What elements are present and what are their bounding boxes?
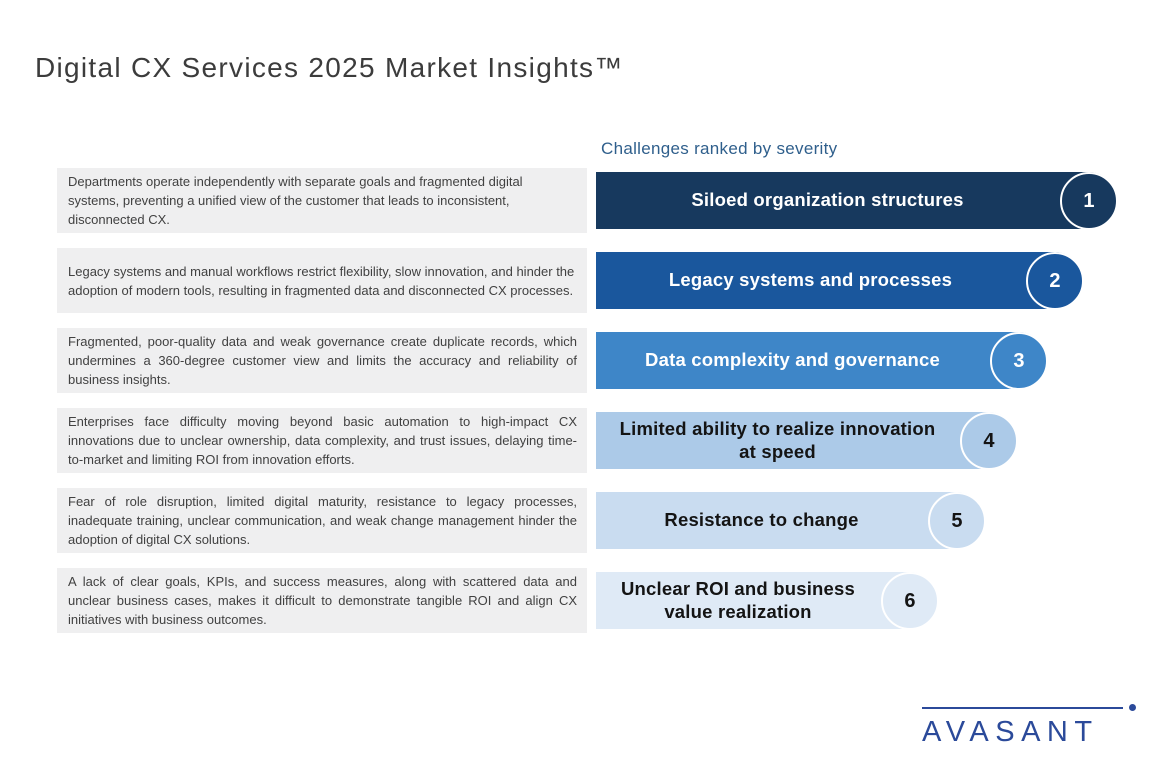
avasant-logo: AVASANT — [922, 704, 1138, 749]
rank-badge: 5 — [928, 491, 986, 550]
challenges-list: Departments operate independently with s… — [57, 168, 1119, 648]
challenge-bar: Limited ability to realize innovation at… — [596, 411, 1018, 470]
challenge-description-text: Fragmented, poor-quality data and weak g… — [68, 334, 577, 387]
rank-badge: 4 — [960, 411, 1018, 470]
challenge-description: Legacy systems and manual workflows rest… — [57, 248, 587, 313]
challenge-label: Unclear ROI and business value realizati… — [620, 577, 856, 622]
challenge-bar: Resistance to change 5 — [596, 491, 986, 550]
challenge-description: Fragmented, poor-quality data and weak g… — [57, 328, 587, 393]
rank-badge: 2 — [1026, 251, 1084, 310]
challenge-description-text: Legacy systems and manual workflows rest… — [68, 263, 575, 298]
challenge-label: Siloed organization structures — [691, 189, 964, 211]
challenge-label: Resistance to change — [664, 509, 859, 531]
column-header: Challenges ranked by severity — [601, 139, 838, 158]
challenge-row-1: Departments operate independently with s… — [57, 168, 1119, 233]
logo-dot — [1129, 704, 1136, 711]
challenge-row-2: Legacy systems and manual workflows rest… — [57, 248, 1119, 313]
challenge-label: Data complexity and governance — [645, 349, 940, 371]
challenge-description: Departments operate independently with s… — [57, 168, 587, 233]
challenge-bar: Data complexity and governance 3 — [596, 331, 1048, 390]
rank-badge: 6 — [881, 571, 939, 630]
challenge-row-4: Enterprises face difficulty moving beyon… — [57, 408, 1119, 473]
challenge-description: Enterprises face difficulty moving beyon… — [57, 408, 587, 473]
challenge-row-6: A lack of clear goals, KPIs, and success… — [57, 568, 1119, 633]
challenge-description-text: Fear of role disruption, limited digital… — [68, 494, 577, 547]
rank-badge: 3 — [990, 331, 1048, 390]
challenge-description: Fear of role disruption, limited digital… — [57, 488, 587, 553]
logo-text: AVASANT — [922, 716, 1099, 748]
challenge-label: Legacy systems and processes — [668, 269, 953, 291]
challenge-row-5: Fear of role disruption, limited digital… — [57, 488, 1119, 553]
rank-badge: 1 — [1060, 171, 1118, 230]
challenge-bar: Legacy systems and processes 2 — [596, 251, 1084, 310]
challenge-description-text: Departments operate independently with s… — [68, 174, 523, 227]
challenge-description: A lack of clear goals, KPIs, and success… — [57, 568, 587, 633]
challenge-label: Limited ability to realize innovation at… — [619, 417, 936, 462]
challenge-description-text: A lack of clear goals, KPIs, and success… — [68, 574, 577, 627]
challenge-bar: Siloed organization structures 1 — [596, 171, 1118, 230]
logo-line-decoration — [922, 704, 1136, 711]
challenge-row-3: Fragmented, poor-quality data and weak g… — [57, 328, 1119, 393]
challenge-bar: Unclear ROI and business value realizati… — [596, 571, 939, 630]
challenge-description-text: Enterprises face difficulty moving beyon… — [68, 414, 577, 467]
page-title: Digital CX Services 2025 Market Insights… — [35, 52, 624, 83]
